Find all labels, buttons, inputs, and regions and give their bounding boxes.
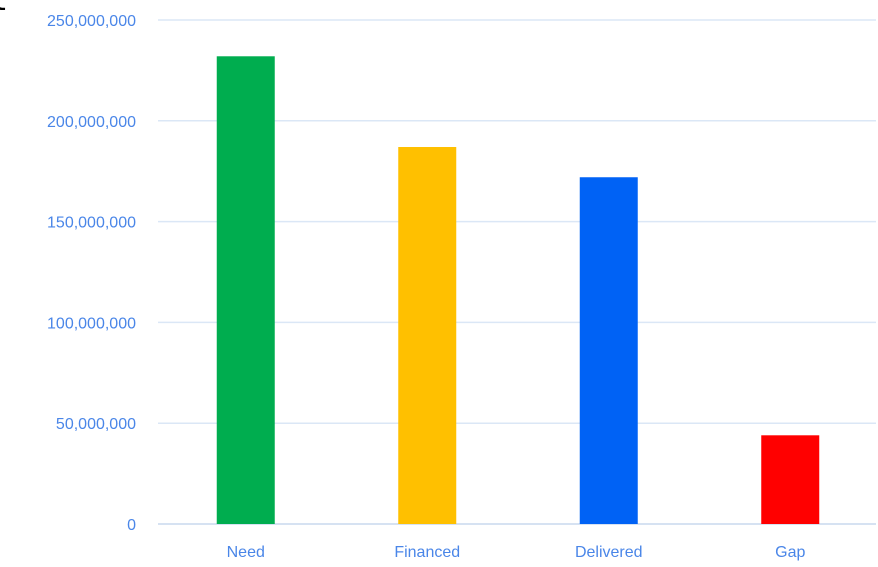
bar-need (216, 56, 275, 525)
clipped-title-fragment: t (0, 0, 6, 16)
bar-gap (761, 435, 820, 524)
y-tick-label: 150,000,000 (47, 215, 136, 232)
x-tick-label: Financed (394, 544, 460, 561)
y-tick-label: 100,000,000 (47, 315, 136, 332)
bar-delivered (579, 177, 638, 525)
y-tick-label: 200,000,000 (47, 114, 136, 131)
x-tick-label: Need (227, 544, 265, 561)
x-tick-label: Delivered (575, 544, 643, 561)
x-tick-label: Gap (775, 544, 805, 561)
y-tick-label: 50,000,000 (56, 416, 136, 433)
bar-financed (398, 147, 457, 524)
y-tick-label: 250,000,000 (47, 13, 136, 30)
y-tick-label: 0 (127, 517, 136, 534)
